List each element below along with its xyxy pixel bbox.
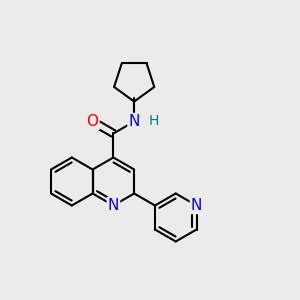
Text: N: N [108,198,119,213]
Text: H: H [148,115,159,128]
Text: N: N [128,114,140,129]
Text: N: N [191,198,202,213]
Text: O: O [87,114,99,129]
